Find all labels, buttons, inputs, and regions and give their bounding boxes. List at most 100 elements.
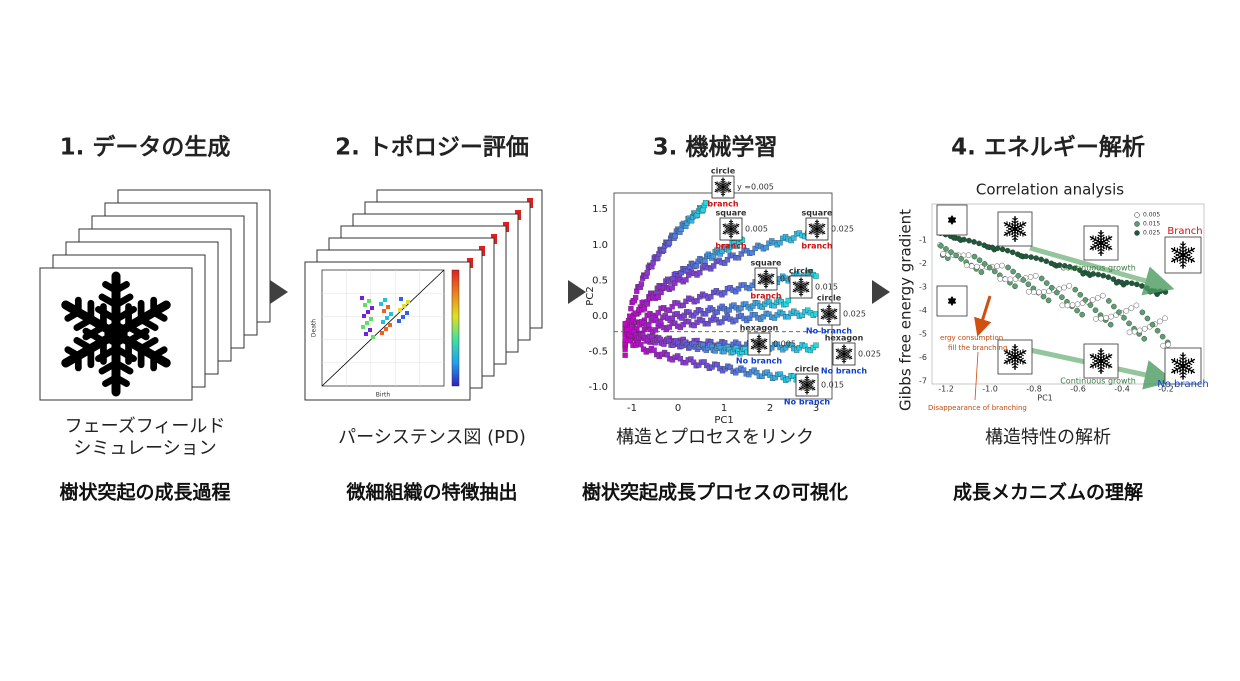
energy-point [1153, 289, 1158, 294]
pca-point [814, 343, 819, 348]
energy-point [1044, 280, 1049, 285]
pca-point [638, 342, 643, 347]
pd-colorbar [452, 270, 459, 386]
energy-x-tick: -1.0 [982, 385, 998, 394]
branch-label: Branch [1167, 226, 1202, 237]
pd-point [402, 304, 406, 308]
inset-shape: circle [711, 167, 736, 176]
pca-point [642, 306, 647, 311]
energy-point [1000, 247, 1005, 252]
energy-point [977, 241, 982, 246]
pd-point [388, 323, 392, 327]
energy-point [1016, 273, 1021, 278]
energy-point [1139, 283, 1144, 288]
energy-point [1162, 316, 1167, 321]
energy-point [1098, 316, 1103, 321]
energy-point [1005, 248, 1010, 253]
pca-point [633, 295, 638, 300]
energy-y-tick: -6 [919, 353, 927, 362]
step-label: 成長メカニズムの理解 [953, 481, 1143, 504]
pca-point [628, 306, 633, 311]
pca-x-label: PC1 [714, 415, 733, 426]
inset-shape: circle [817, 294, 842, 303]
step-title: 1. データの生成 [60, 134, 231, 161]
step-arrow [872, 280, 890, 304]
energy-x-tick: -0.4 [1114, 385, 1130, 394]
pd-point [405, 311, 409, 315]
pd-point [366, 310, 370, 314]
energy-point [998, 276, 1003, 281]
energy-y-tick: -5 [919, 330, 927, 339]
core [1180, 363, 1185, 368]
pd-point [360, 296, 364, 300]
energy-point [1108, 322, 1113, 327]
energy-point [972, 254, 977, 259]
pd-point [381, 320, 385, 324]
energy-point [1096, 272, 1101, 277]
energy-point [1100, 293, 1105, 298]
core [1013, 227, 1018, 232]
energy-point [1074, 308, 1079, 313]
energy-point [982, 261, 987, 266]
energy-point [1059, 295, 1064, 300]
energy-point [1073, 287, 1078, 292]
energy-point [1093, 316, 1098, 321]
inset-result: branch [801, 242, 833, 251]
pd-point [401, 315, 405, 319]
energy-point [995, 246, 1000, 251]
pd-point [370, 306, 374, 310]
step-label: 樹状突起成長プロセスの可視化 [582, 481, 848, 504]
energy-point [977, 258, 982, 263]
energy-point [1160, 334, 1165, 339]
step-arrow [270, 280, 288, 304]
energy-point [1150, 322, 1155, 327]
energy-point [1026, 289, 1031, 294]
pd-point [368, 328, 372, 332]
energy-point [1026, 282, 1031, 287]
energy-point [1134, 303, 1139, 308]
branch [951, 217, 952, 218]
energy-point [1041, 289, 1046, 294]
pca-y-tick: 1.0 [592, 240, 608, 251]
energy-point [966, 253, 971, 258]
energy-point [938, 243, 943, 248]
energy-y-tick: -4 [919, 306, 927, 315]
pd-point [364, 332, 368, 336]
energy-point [1052, 262, 1057, 267]
energy-point [1067, 283, 1072, 288]
step-label: 樹状突起の成長過程 [59, 481, 230, 504]
energy-point [1034, 256, 1039, 261]
energy-point [1142, 336, 1147, 341]
energy-point [948, 250, 953, 255]
energy-point [954, 253, 959, 258]
energy-point [951, 235, 956, 240]
pca-x-tick: 0 [675, 403, 681, 414]
core [805, 383, 809, 387]
pd-x-label: Birth [376, 392, 391, 399]
inset-value: 0.025 [831, 225, 854, 234]
energy-point [1060, 303, 1065, 308]
pd-point [363, 303, 367, 307]
core [104, 322, 127, 345]
growth-label: Continuous growth [1060, 264, 1136, 273]
energy-point [971, 239, 976, 244]
energy-point [1111, 304, 1116, 309]
core [951, 219, 953, 221]
pca-y-tick: 1.5 [592, 204, 608, 215]
inset-value: 0.005 [773, 340, 796, 349]
energy-point [943, 246, 948, 251]
energy-point [1083, 297, 1088, 302]
energy-point [1000, 263, 1005, 268]
energy-point [961, 237, 966, 242]
pd-point [383, 298, 387, 302]
energy-point [1041, 294, 1046, 299]
inset-result: branch [750, 292, 782, 301]
pd-y-label: Death [311, 319, 318, 337]
core [721, 185, 725, 189]
energy-point [956, 236, 961, 241]
pca-y-tick: -0.5 [588, 347, 608, 358]
pd-point [371, 335, 375, 339]
inset-shape: hexagon [740, 324, 779, 333]
inset-value: 0.025 [843, 310, 866, 319]
energy-point [969, 264, 974, 269]
